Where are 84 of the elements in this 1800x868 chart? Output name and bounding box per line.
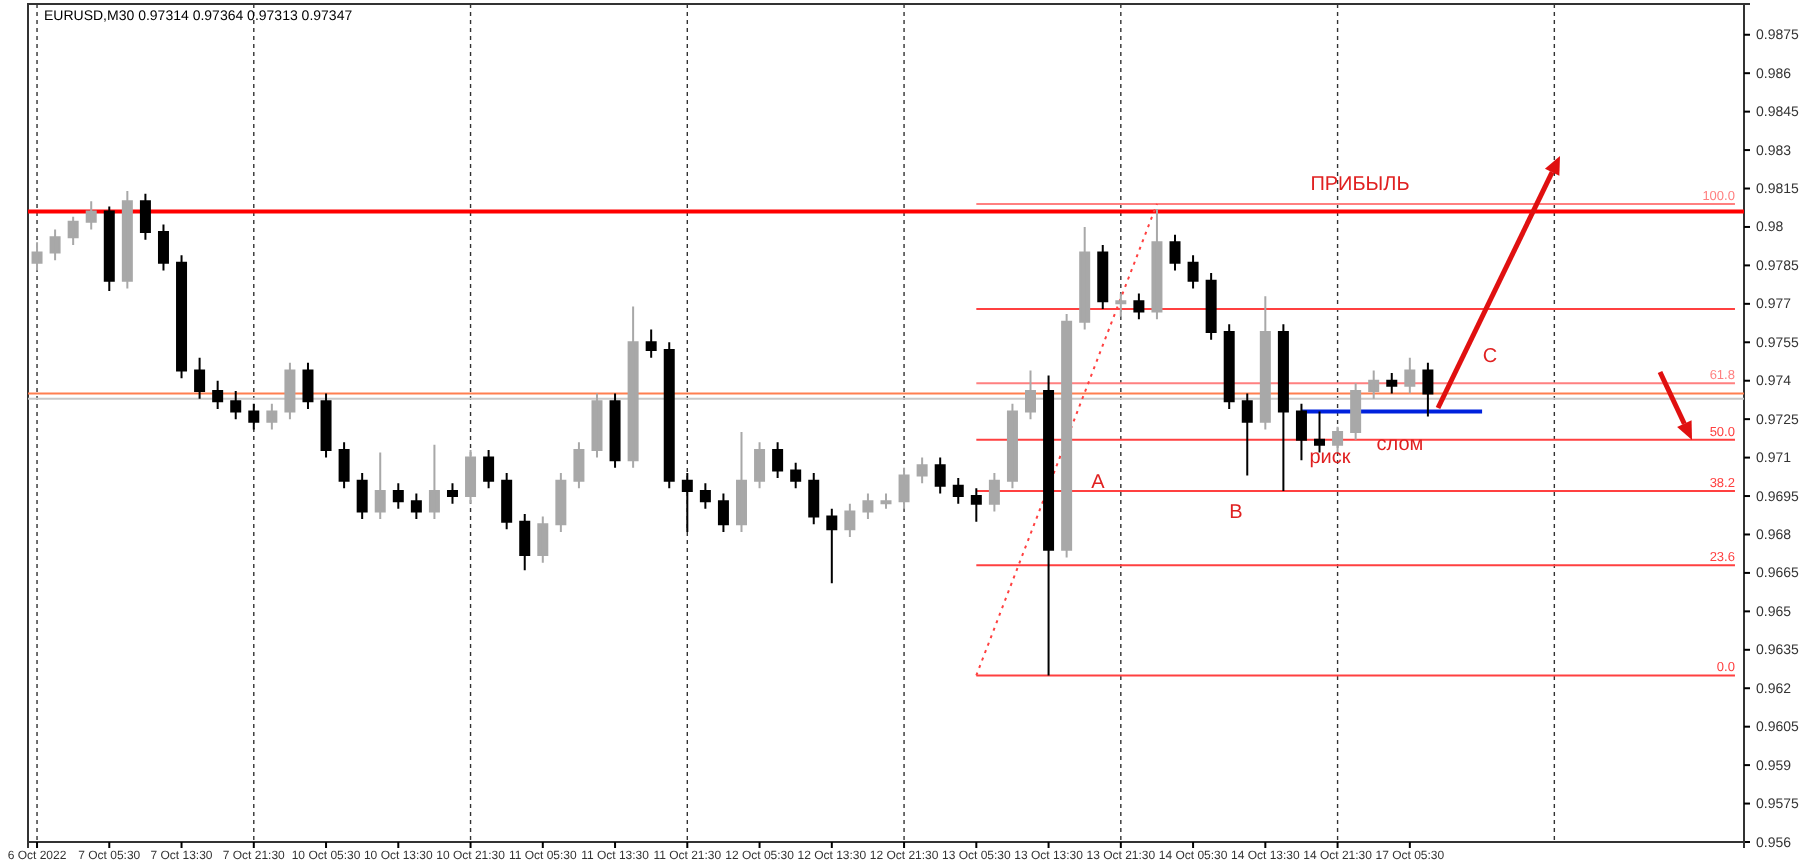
candlestick xyxy=(988,471,1000,513)
annotation: B xyxy=(1229,502,1244,524)
candlestick xyxy=(248,402,260,431)
candlestick xyxy=(1115,292,1127,318)
candlestick xyxy=(410,492,422,521)
candlestick xyxy=(1295,402,1307,462)
candlestick xyxy=(699,482,711,510)
candlestick xyxy=(157,223,169,272)
candlestick xyxy=(1006,402,1018,490)
candlestick xyxy=(537,515,549,564)
candlestick xyxy=(681,471,693,533)
candlestick xyxy=(735,430,747,533)
candlestick xyxy=(446,482,458,505)
candlestick xyxy=(1097,243,1109,310)
candlestick xyxy=(501,471,513,531)
candlestick xyxy=(284,361,296,421)
candlestick xyxy=(754,441,766,490)
candlestick xyxy=(826,507,838,585)
candlestick xyxy=(302,361,314,410)
candlestick xyxy=(338,441,350,490)
candlestick xyxy=(934,456,946,495)
candlestick xyxy=(392,482,404,510)
candlestick xyxy=(103,205,115,293)
candlestick xyxy=(952,477,964,505)
candlestick xyxy=(1043,374,1055,677)
candlestick xyxy=(1061,313,1073,559)
annotation: слом xyxy=(1376,434,1424,456)
candlestick xyxy=(645,328,657,359)
candlestick xyxy=(519,512,531,572)
annotation: A xyxy=(1091,472,1106,494)
candlestick xyxy=(1025,369,1037,421)
candlestick xyxy=(1350,382,1362,441)
candlestick xyxy=(808,471,820,526)
candlestick xyxy=(1332,425,1344,454)
candlestick xyxy=(916,456,928,485)
candlestick xyxy=(1223,323,1235,410)
candlestick xyxy=(1368,369,1380,400)
candlestick xyxy=(790,461,802,490)
candlestick xyxy=(85,200,97,231)
candlestick xyxy=(844,502,856,539)
candlestick xyxy=(483,448,495,490)
candlestick xyxy=(49,228,61,262)
candlestick xyxy=(772,441,784,480)
candlestick xyxy=(591,392,603,459)
candlestick xyxy=(356,471,368,521)
candlestick xyxy=(898,466,910,510)
candlestick xyxy=(320,392,332,459)
candlestick xyxy=(862,492,874,521)
candlestick xyxy=(1133,292,1145,321)
annotation: риск xyxy=(1309,447,1352,470)
candlestick xyxy=(1205,272,1217,341)
candlestick xyxy=(1079,225,1091,331)
candlestick xyxy=(428,443,440,521)
candlestick xyxy=(1277,323,1289,492)
candlestick xyxy=(609,392,621,469)
candlestick xyxy=(1386,372,1398,395)
candlestick xyxy=(1169,233,1181,272)
candlestick xyxy=(176,254,188,380)
candlestick xyxy=(266,402,278,431)
annotation: C xyxy=(1482,346,1498,368)
candlestick xyxy=(230,389,242,421)
candlestick xyxy=(31,241,43,272)
candlestick xyxy=(1422,361,1434,418)
candlestick xyxy=(1404,356,1416,395)
candlestick xyxy=(970,487,982,523)
annotation: ПРИБЫЛЬ xyxy=(1310,174,1411,196)
candlestick xyxy=(1241,392,1253,477)
candlestick xyxy=(465,448,477,505)
candlestick xyxy=(573,441,585,490)
candlestick xyxy=(880,492,892,510)
candlestick xyxy=(555,471,567,533)
candlestick xyxy=(1259,295,1271,431)
candlestick xyxy=(121,190,133,290)
candlestick xyxy=(194,356,206,400)
candlestick xyxy=(663,341,675,490)
candlestick xyxy=(627,305,639,469)
candlestick xyxy=(374,451,386,521)
candlestick xyxy=(1187,254,1199,290)
candlestick xyxy=(139,192,151,241)
candlestick xyxy=(212,379,224,410)
candlestick xyxy=(67,215,79,246)
candlestick xyxy=(717,492,729,533)
candlestick xyxy=(1151,208,1163,321)
candlestick xyxy=(1314,410,1326,454)
